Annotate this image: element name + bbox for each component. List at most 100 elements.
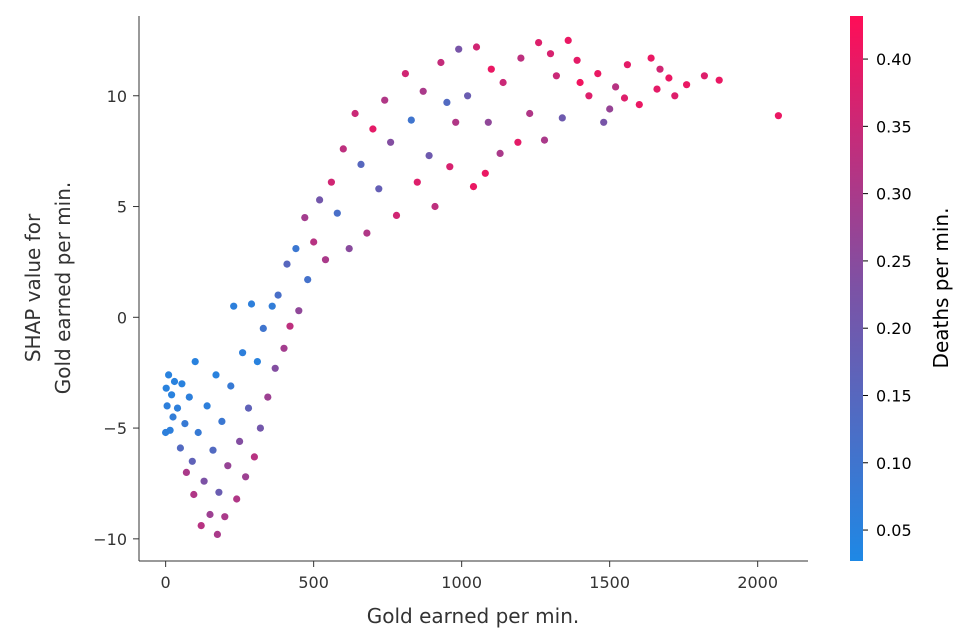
scatter-point [496,149,504,157]
scatter-point [526,109,534,118]
scatter-point [185,393,193,401]
scatter-point [573,56,581,64]
scatter-point [206,510,214,519]
y-tick-label: 0 [117,308,127,327]
scatter-point [381,96,389,104]
scatter-point [401,70,409,78]
y-axis-label-line-2: Gold earned per min. [51,182,75,394]
scatter-point [327,178,335,186]
scatter-point [419,87,427,95]
scatter-point [535,39,543,47]
scatter-point [446,163,454,171]
scatter-point [700,72,709,80]
scatter-point [540,136,549,144]
scatter-point [481,169,489,177]
scatter-point [647,54,655,62]
colorbar-tick-label: 0.35 [876,117,912,136]
scatter-point [292,245,300,253]
scatter-point [162,384,170,392]
scatter-point [499,78,507,87]
scatter-point [558,114,566,122]
scatter-point [357,160,365,168]
scatter-point [552,72,561,80]
scatter-point [259,324,267,332]
scatter-point [653,85,661,93]
scatter-point [209,446,217,454]
scatter-point [169,413,177,421]
scatter-point [443,98,451,106]
colorbar [850,16,863,561]
scatter-point [487,65,495,73]
scatter-point [606,105,614,113]
scatter-point [181,420,189,428]
scatter-point [274,291,282,299]
scatter-point [363,229,371,237]
scatter-point [351,109,359,118]
scatter-point [517,54,525,62]
scatter-point [585,92,593,100]
y-tick-label: −5 [103,419,127,438]
scatter-point [345,245,353,253]
scatter-point [369,125,377,133]
scatter-point [425,152,433,160]
scatter-point [165,371,173,379]
colorbar-tick-label: 0.10 [876,454,912,473]
x-tick-label: 0 [161,573,171,592]
scatter-point [316,196,324,204]
scatter-point [236,437,244,445]
scatter-point [213,530,221,539]
colorbar-tick-label: 0.20 [876,319,912,338]
scatter-point [333,209,341,217]
scatter-point [194,428,202,437]
y-axis-label-line-1: SHAP value for [21,213,45,362]
scatter-point [464,92,472,100]
scatter-point [173,404,182,412]
colorbar-label: Deaths per min. [929,208,953,369]
scatter-point [227,382,235,390]
scatter-point [623,61,632,69]
y-axis-label: SHAP value for Gold earned per min. [21,182,75,394]
x-tick-label: 500 [298,573,329,592]
scatter-point [437,58,445,67]
scatter-point [163,402,171,410]
scatter-point [283,260,291,268]
scatter-point [176,444,184,452]
scatter-point [190,490,198,499]
x-tick-label: 1000 [441,573,482,592]
colorbar-tick-label: 0.30 [876,185,912,204]
scatter-point [431,202,439,211]
y-tick-label: −10 [93,530,127,549]
scatter-point [197,522,205,530]
scatter-point [268,302,276,310]
scatter-point [170,377,179,386]
scatter-point [774,112,783,120]
scatter-point [188,457,196,465]
scatter-point [233,495,241,503]
scatter-point [600,118,608,126]
colorbar-tick-label: 0.25 [876,252,912,271]
scatter-point [212,371,220,379]
scatter-point [244,404,253,412]
scatter-point [594,70,602,78]
scatter-point [310,238,318,246]
scatter-point [484,118,492,126]
x-axis-ticks: 0 500 1000 1500 2000 [161,561,778,592]
scatter-point [301,214,309,222]
colorbar-ticks: 0.05 0.10 0.15 0.20 0.25 0.30 0.35 0.40 [863,50,912,540]
scatter-point [286,322,294,330]
scatter-point [218,417,226,425]
scatter-point [472,43,481,51]
x-tick-label: 2000 [737,573,778,592]
scatter-point [321,256,330,264]
scatter-point [221,513,229,521]
colorbar-tick-label: 0.40 [876,50,912,69]
scatter-point [203,402,211,410]
y-axis-ticks: −10 −5 0 5 10 [93,87,139,549]
scatter-point [576,78,584,87]
scatter-point [178,380,186,388]
scatter-point [264,393,272,401]
scatter-point [339,145,347,153]
scatter-point [239,349,247,357]
scatter-point [413,178,421,186]
